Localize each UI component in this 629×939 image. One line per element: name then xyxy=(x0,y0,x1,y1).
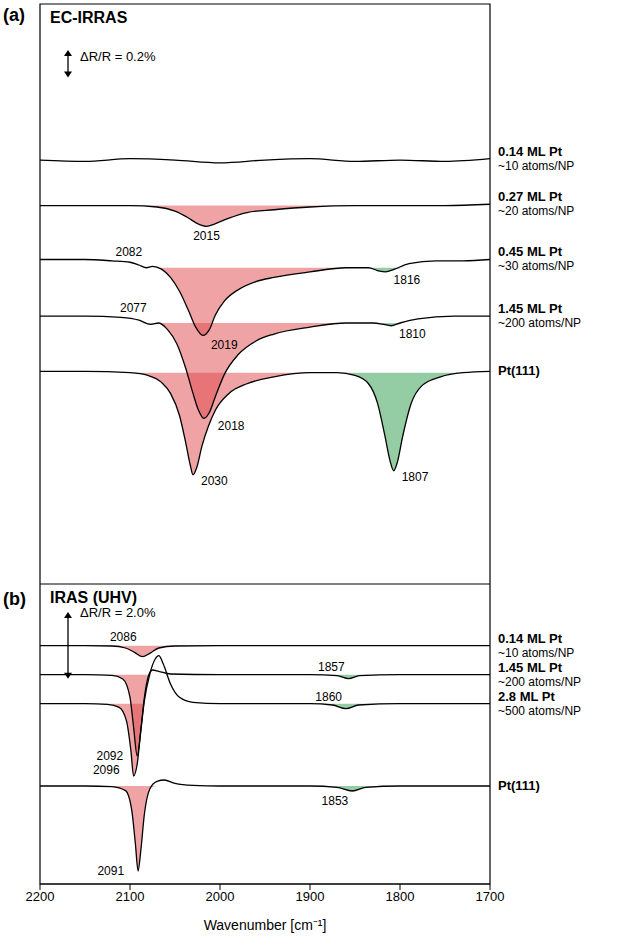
svg-text:~500 atoms/NP: ~500 atoms/NP xyxy=(498,704,581,718)
svg-text:1816: 1816 xyxy=(394,273,421,287)
svg-text:1807: 1807 xyxy=(402,470,429,484)
svg-text:2019: 2019 xyxy=(211,338,238,352)
svg-text:1900: 1900 xyxy=(296,889,325,904)
svg-text:2092: 2092 xyxy=(96,749,123,763)
svg-text:2091: 2091 xyxy=(97,864,124,878)
svg-text:1853: 1853 xyxy=(322,794,349,808)
svg-text:~30 atoms/NP: ~30 atoms/NP xyxy=(498,259,574,273)
html-text:IRAS (UHV): IRAS (UHV) xyxy=(50,589,138,606)
svg-text:~200 atoms/NP: ~200 atoms/NP xyxy=(498,316,581,330)
svg-text:0.45 ML Pt: 0.45 ML Pt xyxy=(498,244,563,259)
svg-text:2100: 2100 xyxy=(116,889,145,904)
svg-text:0.27 ML Pt: 0.27 ML Pt xyxy=(498,189,563,204)
svg-text:2000: 2000 xyxy=(206,889,235,904)
html-text:ΔR/R = 0.2%: ΔR/R = 0.2% xyxy=(80,49,156,64)
svg-text:1.45 ML Pt: 1.45 ML Pt xyxy=(498,301,563,316)
svg-text:2077: 2077 xyxy=(120,301,147,315)
svg-text:1857: 1857 xyxy=(318,660,345,674)
svg-text:2082: 2082 xyxy=(115,245,142,259)
svg-text:Pt(111): Pt(111) xyxy=(498,363,540,378)
svg-text:2096: 2096 xyxy=(93,763,120,777)
svg-text:~20 atoms/NP: ~20 atoms/NP xyxy=(498,204,574,218)
html-text:ΔR/R = 2.0%: ΔR/R = 2.0% xyxy=(80,605,156,620)
svg-text:0.14 ML Pt: 0.14 ML Pt xyxy=(498,631,563,646)
svg-text:2200: 2200 xyxy=(26,889,55,904)
svg-text:2015: 2015 xyxy=(193,229,220,243)
html-text:EC-IRRAS: EC-IRRAS xyxy=(50,9,128,26)
svg-text:1700: 1700 xyxy=(476,889,505,904)
html-text:(b): (b) xyxy=(3,589,26,609)
svg-text:2086: 2086 xyxy=(110,630,137,644)
svg-text:Wavenumber [cm⁻¹]: Wavenumber [cm⁻¹] xyxy=(204,917,327,933)
svg-text:~200 atoms/NP: ~200 atoms/NP xyxy=(498,675,581,689)
svg-text:2.8 ML Pt: 2.8 ML Pt xyxy=(498,689,556,704)
svg-text:Pt(111): Pt(111) xyxy=(498,778,540,793)
svg-text:2018: 2018 xyxy=(218,419,245,433)
svg-text:2030: 2030 xyxy=(201,474,228,488)
svg-text:~10 atoms/NP: ~10 atoms/NP xyxy=(498,159,574,173)
svg-text:1800: 1800 xyxy=(386,889,415,904)
svg-text:0.14 ML Pt: 0.14 ML Pt xyxy=(498,144,563,159)
html-text:(a): (a) xyxy=(3,5,25,25)
svg-text:1860: 1860 xyxy=(315,690,342,704)
svg-text:~10 atoms/NP: ~10 atoms/NP xyxy=(498,646,574,660)
svg-text:1810: 1810 xyxy=(399,327,426,341)
svg-text:1.45 ML Pt: 1.45 ML Pt xyxy=(498,660,563,675)
